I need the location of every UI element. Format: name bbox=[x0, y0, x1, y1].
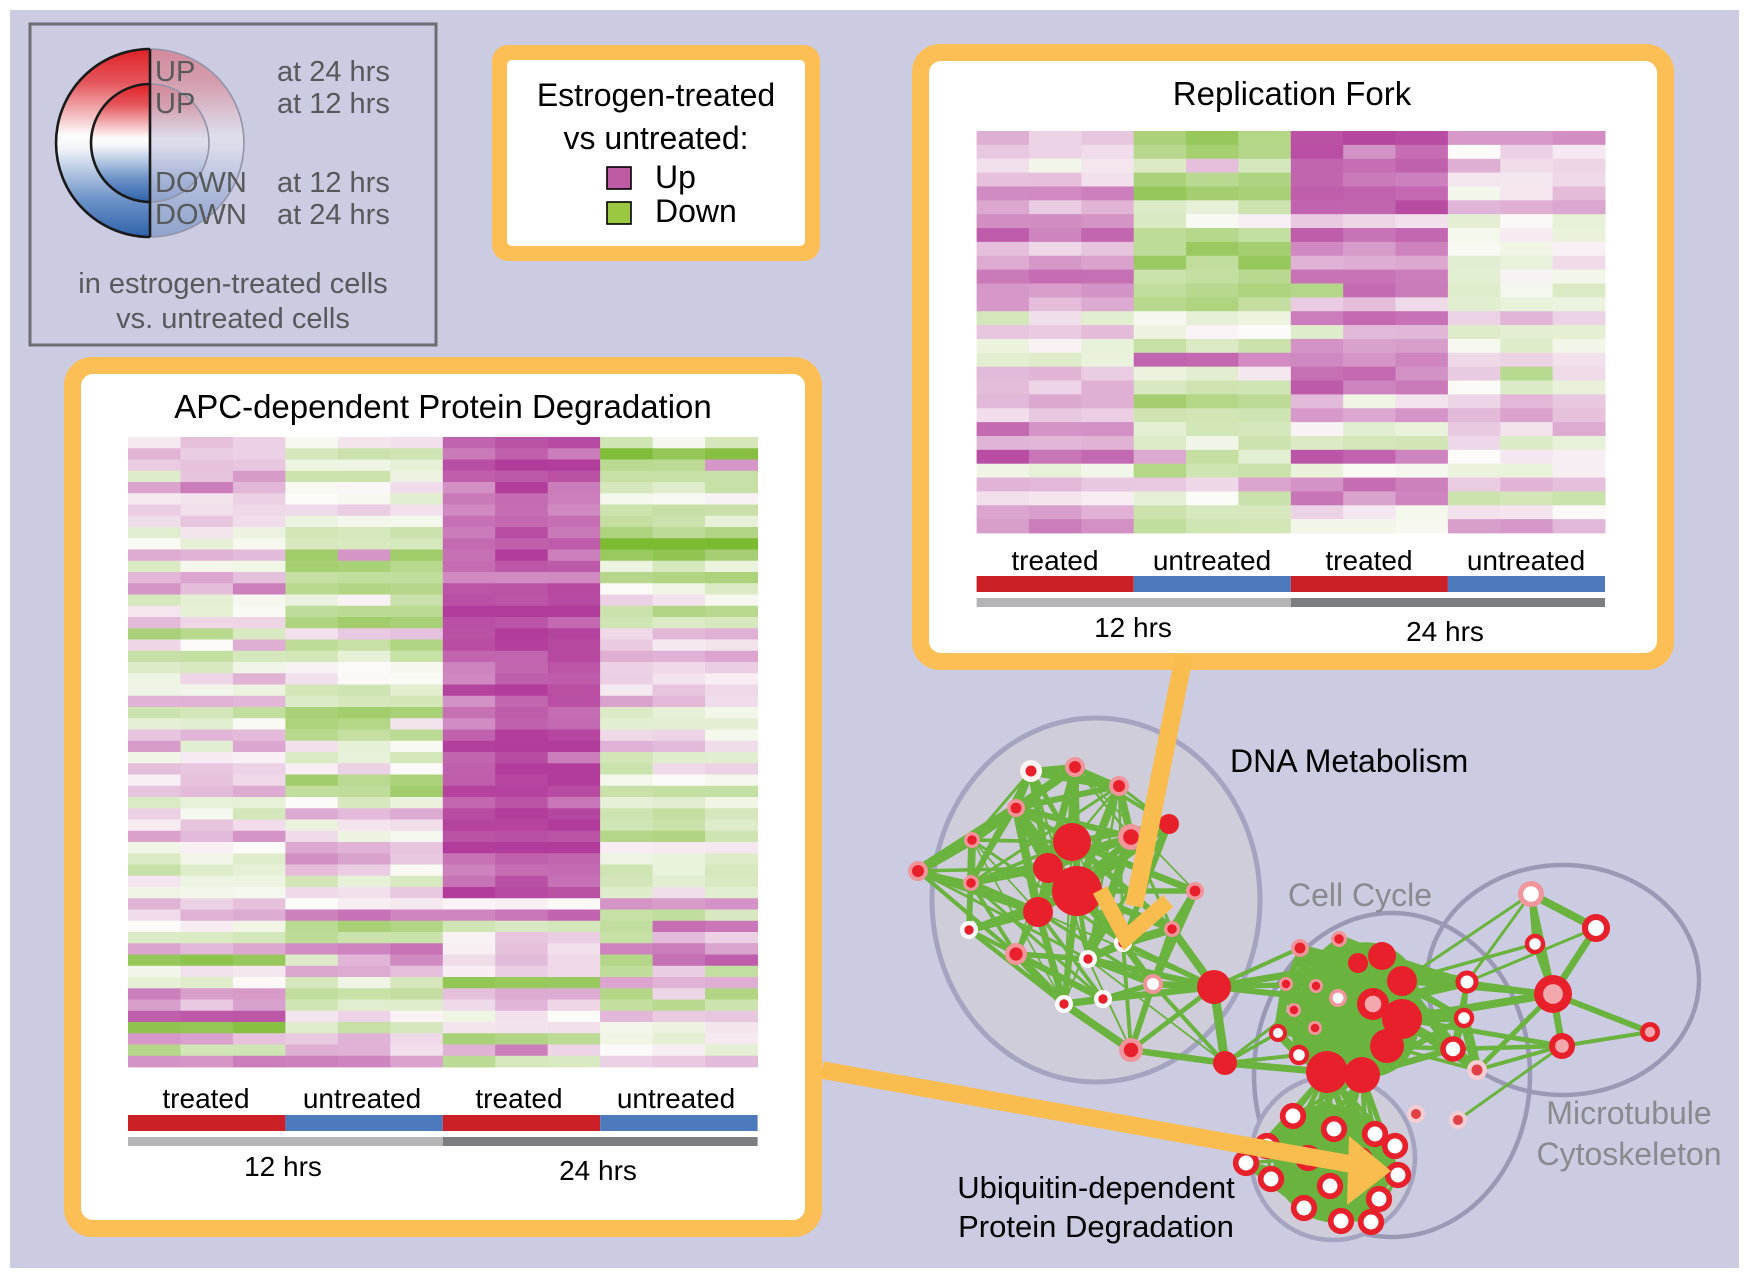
svg-text:treated: treated bbox=[1325, 545, 1412, 576]
svg-text:12 hrs: 12 hrs bbox=[1094, 612, 1172, 643]
svg-text:untreated: untreated bbox=[617, 1083, 735, 1114]
svg-text:Replication Fork: Replication Fork bbox=[1173, 75, 1412, 112]
svg-text:untreated: untreated bbox=[1467, 545, 1585, 576]
svg-text:Protein Degradation: Protein Degradation bbox=[958, 1209, 1234, 1244]
svg-text:UP: UP bbox=[155, 88, 195, 120]
svg-text:at 24 hrs: at 24 hrs bbox=[277, 199, 390, 231]
svg-text:Up: Up bbox=[655, 159, 696, 195]
svg-text:DNA Metabolism: DNA Metabolism bbox=[1230, 743, 1468, 779]
svg-text:Cell Cycle: Cell Cycle bbox=[1288, 877, 1432, 913]
svg-text:at 12 hrs: at 12 hrs bbox=[277, 167, 390, 199]
svg-text:treated: treated bbox=[1011, 545, 1098, 576]
svg-text:24 hrs: 24 hrs bbox=[1406, 616, 1484, 647]
svg-text:in estrogen-treated cells: in estrogen-treated cells bbox=[78, 268, 388, 300]
svg-text:Ubiquitin-dependent: Ubiquitin-dependent bbox=[957, 1170, 1235, 1205]
svg-text:untreated: untreated bbox=[1153, 545, 1271, 576]
svg-text:DOWN: DOWN bbox=[155, 167, 247, 199]
svg-text:24 hrs: 24 hrs bbox=[559, 1155, 637, 1186]
svg-text:vs. untreated cells: vs. untreated cells bbox=[116, 303, 350, 335]
svg-text:APC-dependent Protein Degradat: APC-dependent Protein Degradation bbox=[174, 388, 712, 425]
svg-text:at 12 hrs: at 12 hrs bbox=[277, 88, 390, 120]
svg-text:at 24 hrs: at 24 hrs bbox=[277, 56, 390, 88]
svg-text:Estrogen-treated: Estrogen-treated bbox=[537, 77, 775, 113]
svg-text:vs untreated:: vs untreated: bbox=[564, 120, 749, 156]
svg-text:DOWN: DOWN bbox=[155, 199, 247, 231]
svg-text:12 hrs: 12 hrs bbox=[244, 1151, 322, 1182]
svg-text:treated: treated bbox=[475, 1083, 562, 1114]
svg-text:untreated: untreated bbox=[303, 1083, 421, 1114]
svg-text:treated: treated bbox=[162, 1083, 249, 1114]
svg-text:Cytoskeleton: Cytoskeleton bbox=[1537, 1136, 1722, 1172]
svg-text:Down: Down bbox=[655, 193, 737, 229]
svg-text:UP: UP bbox=[155, 56, 195, 88]
svg-text:Microtubule: Microtubule bbox=[1546, 1095, 1711, 1131]
